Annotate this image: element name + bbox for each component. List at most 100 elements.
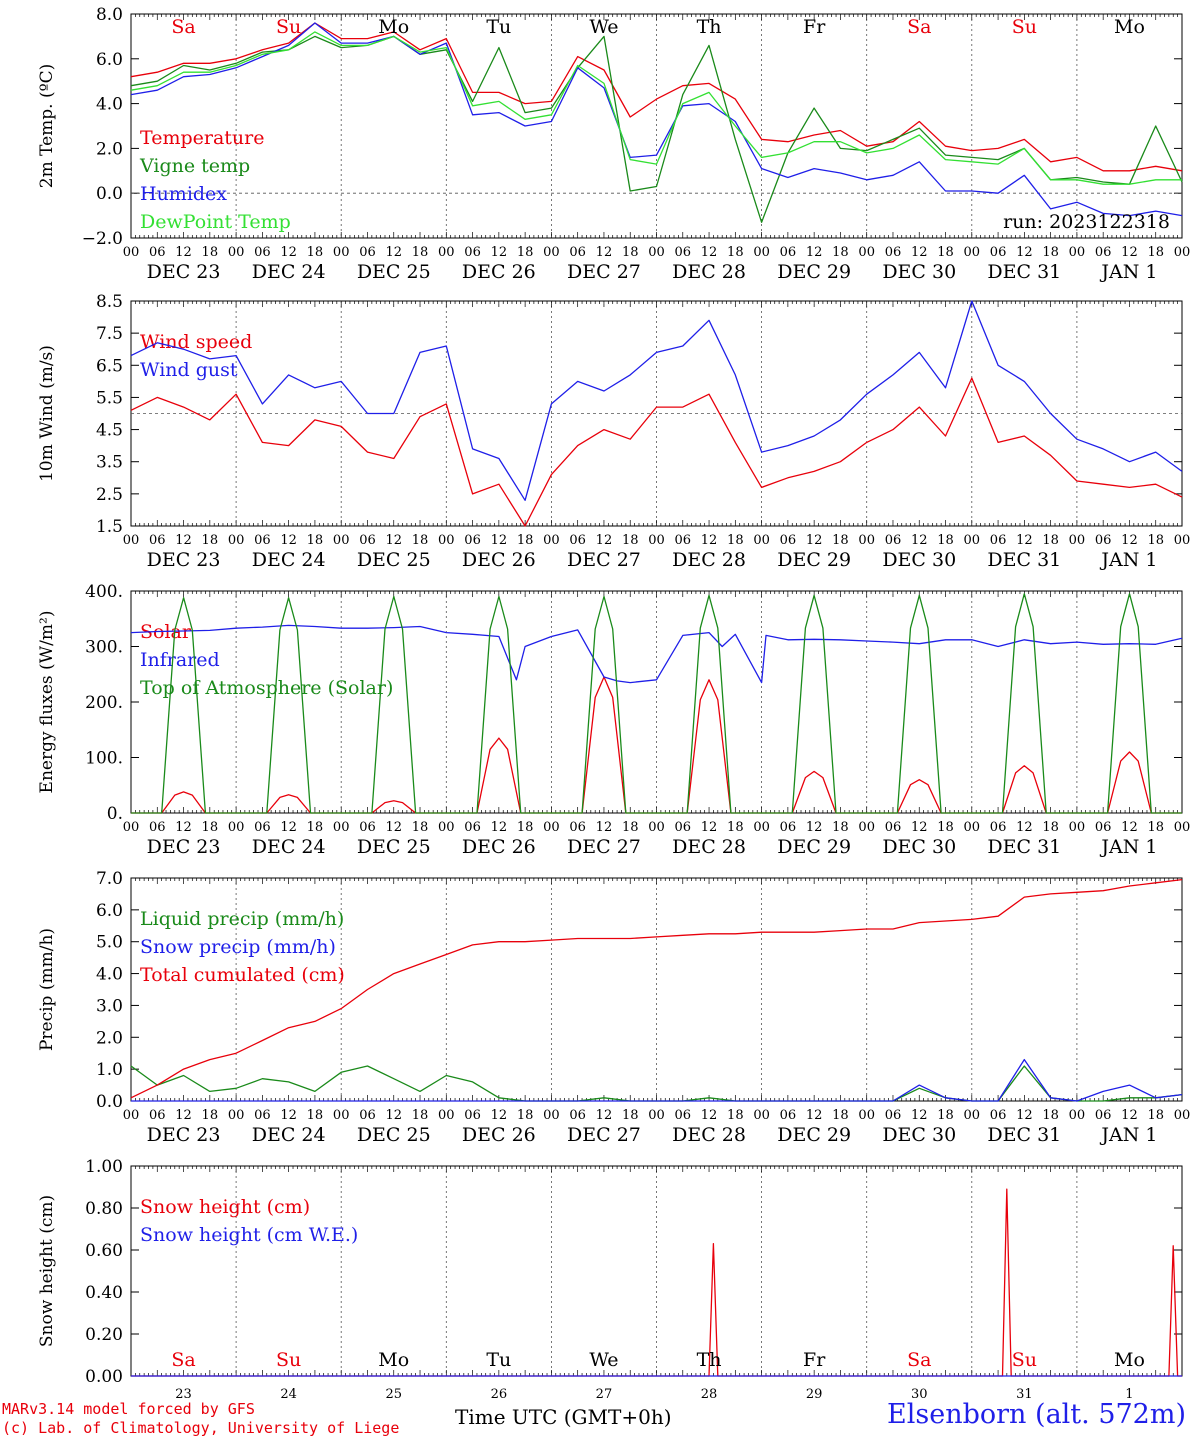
hour-tick-label: 18: [202, 533, 219, 548]
hour-tick-label: 00: [1174, 533, 1191, 548]
date-label: DEC 31: [987, 1124, 1061, 1146]
hour-tick-label: 12: [596, 1108, 613, 1123]
y-tick-label: 0.40: [85, 1283, 123, 1303]
hour-tick-label: 12: [1016, 533, 1033, 548]
hour-tick-label: 00: [1069, 820, 1086, 835]
hour-tick-label: 00: [964, 820, 981, 835]
hour-tick-label: 18: [622, 820, 639, 835]
date-label: DEC 24: [252, 261, 326, 283]
hour-tick-label: 18: [412, 533, 429, 548]
hour-tick-label: 06: [149, 820, 166, 835]
hour-tick-label: 00: [123, 1108, 140, 1123]
date-label: DEC 24: [252, 836, 326, 858]
hour-tick-label: 18: [832, 533, 849, 548]
hour-tick-label: 12: [491, 533, 508, 548]
hour-tick-label: 12: [911, 1108, 928, 1123]
hour-tick-label: 06: [885, 1108, 902, 1123]
y-tick-label: 1.0: [96, 1060, 123, 1080]
date-label: DEC 25: [357, 836, 431, 858]
hour-tick-label: 06: [149, 1108, 166, 1123]
station-name: Elsenborn (alt. 572m): [887, 1399, 1186, 1430]
date-label: DEC 23: [147, 261, 221, 283]
hour-tick-label: 06: [359, 820, 376, 835]
hour-tick-label: 12: [1121, 820, 1138, 835]
hour-tick-label: 06: [1095, 1108, 1112, 1123]
hour-tick-label: 18: [937, 1108, 954, 1123]
y-tick-label: 0.0: [96, 184, 123, 204]
hour-tick-label: 12: [806, 820, 823, 835]
hour-tick-label: 06: [1095, 245, 1112, 260]
date-label: DEC 24: [252, 1124, 326, 1146]
hour-tick-label: 00: [858, 533, 875, 548]
hour-tick-label: 00: [753, 1108, 770, 1123]
hour-tick-label: 06: [780, 533, 797, 548]
hour-tick-label: 06: [569, 1108, 586, 1123]
x-axis-title: Time UTC (GMT+0h): [455, 1405, 672, 1429]
series-humidex: [130, 22, 1183, 217]
hour-tick-label: 12: [491, 1108, 508, 1123]
y-tick-label: 1.00: [85, 1157, 123, 1177]
hour-tick-label: 00: [648, 533, 665, 548]
hour-tick-label: 12: [175, 245, 192, 260]
legend-entry: Liquid precip (mm/h): [140, 908, 344, 930]
hour-tick-label: 00: [438, 1108, 455, 1123]
legend-entry: Vigne temp: [139, 155, 250, 177]
hour-tick-label: 06: [1095, 820, 1112, 835]
date-label: DEC 31: [987, 261, 1061, 283]
date-label: DEC 31: [987, 549, 1061, 571]
y-tick-label: 2.0: [96, 139, 123, 159]
hour-tick-label: 06: [254, 245, 271, 260]
hour-tick-label: 06: [675, 533, 692, 548]
credit-line-1: MARv3.14 model forced by GFS: [2, 1400, 255, 1418]
hour-tick-label: 12: [1121, 533, 1138, 548]
hour-tick-label: 00: [1174, 1108, 1191, 1123]
hour-tick-label: 00: [123, 533, 140, 548]
y-tick-label: 0.: [107, 804, 123, 824]
series-dewpoint-temp: [130, 31, 1182, 185]
hour-tick-label: 06: [464, 245, 481, 260]
hour-tick-label: 18: [937, 245, 954, 260]
y-axis-title: Precip (mm/h): [37, 928, 57, 1051]
y-tick-label: 5.5: [96, 388, 123, 408]
day-number: 29: [806, 1387, 823, 1402]
hour-tick-label: 00: [753, 820, 770, 835]
date-label: DEC 30: [882, 836, 956, 858]
y-tick-label: 1.5: [96, 517, 123, 537]
series-snow-height-cm: [131, 1188, 1182, 1377]
hour-tick-label: 12: [701, 820, 718, 835]
date-label: DEC 28: [672, 836, 746, 858]
date-label: DEC 23: [147, 549, 221, 571]
day-name-top: Mo: [1114, 16, 1145, 38]
legend-entry: Snow precip (mm/h): [140, 936, 336, 958]
hour-tick-label: 18: [517, 245, 534, 260]
y-tick-label: 6.0: [96, 901, 123, 921]
hour-tick-label: 06: [885, 820, 902, 835]
hour-tick-label: 18: [832, 1108, 849, 1123]
hour-tick-label: 00: [543, 533, 560, 548]
hour-tick-label: 00: [438, 245, 455, 260]
hour-tick-label: 06: [254, 1108, 271, 1123]
hour-tick-label: 12: [701, 1108, 718, 1123]
y-tick-label: 0.80: [85, 1199, 123, 1219]
day-number: 25: [385, 1387, 402, 1402]
day-name-top: Tu: [486, 16, 511, 38]
day-name-bottom: Su: [1012, 1349, 1037, 1371]
hour-tick-label: 18: [832, 820, 849, 835]
hour-tick-label: 18: [517, 1108, 534, 1123]
hour-tick-label: 00: [228, 1108, 245, 1123]
hour-tick-label: 12: [1121, 1108, 1138, 1123]
hour-tick-label: 00: [333, 820, 350, 835]
hour-tick-label: 00: [333, 533, 350, 548]
day-name-top: Su: [1012, 16, 1037, 38]
date-label: DEC 30: [882, 261, 956, 283]
run-label: run: 2023122318: [1003, 211, 1170, 233]
hour-tick-label: 12: [175, 1108, 192, 1123]
day-name-bottom: Tu: [486, 1349, 511, 1371]
y-tick-label: 7.5: [96, 324, 123, 344]
hour-tick-label: 12: [1016, 245, 1033, 260]
y-axis-title: 2m Temp. (ºC): [37, 64, 57, 189]
hour-tick-label: 18: [202, 1108, 219, 1123]
hour-tick-label: 18: [727, 533, 744, 548]
hour-tick-label: 18: [202, 820, 219, 835]
hour-tick-label: 12: [701, 245, 718, 260]
